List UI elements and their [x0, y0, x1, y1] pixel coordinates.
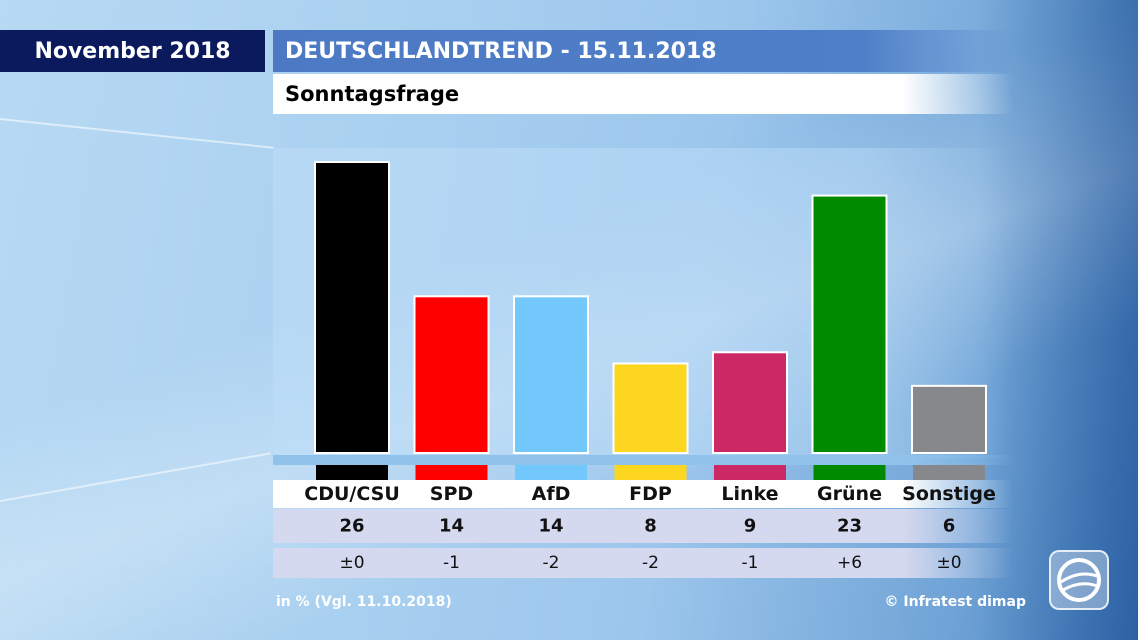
value-label: 14: [438, 515, 465, 537]
bar-cdu-csu: [314, 161, 390, 454]
bar-afd: [513, 295, 589, 454]
color-swatch: [714, 465, 786, 480]
footer-note: in % (Vgl. 11.10.2018): [276, 594, 452, 610]
change-label: +6: [836, 553, 863, 573]
globe-icon: [1057, 558, 1101, 602]
bar-grüne: [811, 194, 888, 454]
category-label: Sonstige: [902, 483, 996, 505]
value-label: 6: [942, 515, 956, 537]
change-label: -1: [443, 553, 460, 573]
value-label: 8: [644, 515, 657, 537]
value-label: 26: [339, 515, 365, 537]
color-swatch: [316, 465, 388, 480]
bar-linke: [712, 351, 788, 454]
month-label: November 2018: [0, 30, 265, 72]
change-label: -2: [642, 553, 659, 573]
bar-fdp: [612, 362, 689, 455]
category-label: CDU/CSU: [304, 483, 400, 505]
broadcaster-logo: [1049, 550, 1109, 610]
footer-source: © Infratest dimap: [884, 594, 1026, 610]
chart-baseline: [273, 455, 1018, 465]
value-label: 14: [538, 515, 564, 537]
color-swatch: [813, 465, 886, 480]
bar-sonstige: [911, 384, 987, 455]
value-label: 23: [836, 515, 863, 537]
category-label: FDP: [629, 483, 672, 505]
color-swatch: [913, 465, 985, 480]
color-swatch: [415, 465, 488, 480]
change-label: -2: [542, 553, 560, 573]
value-row: 26 14 14 8 9 23 6: [273, 509, 1013, 543]
chart-subtitle: Sonntagsfrage: [273, 74, 1013, 114]
category-label: AfD: [531, 483, 571, 505]
change-row: ±0 -1 -2 -2 -1 +6 ±0: [273, 548, 1013, 578]
value-label: 9: [743, 515, 757, 537]
color-swatch: [614, 465, 687, 480]
page-title: DEUTSCHLANDTREND - 15.11.2018: [273, 30, 1013, 72]
change-label: -1: [741, 553, 759, 573]
bar-spd: [413, 295, 490, 454]
category-label: Grüne: [817, 483, 882, 505]
change-label: ±0: [339, 553, 365, 573]
category-label: Linke: [721, 483, 779, 505]
category-label: SPD: [429, 483, 474, 505]
category-label-row: CDU/CSU SPD AfD FDP Linke Grüne Sonstige: [273, 480, 1013, 508]
color-swatch: [515, 465, 587, 480]
change-label: ±0: [936, 553, 962, 573]
